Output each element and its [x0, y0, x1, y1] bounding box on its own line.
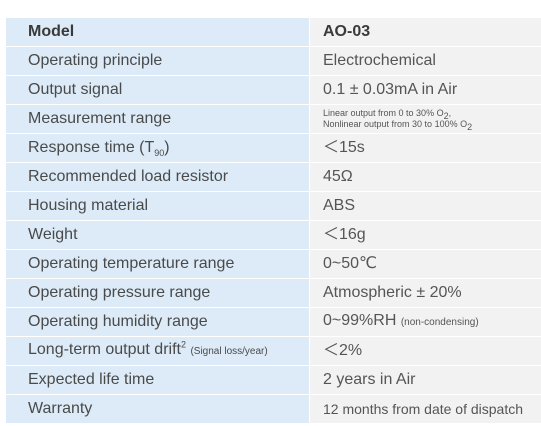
row-value: 12 months from date of dispatch — [309, 394, 541, 424]
row-value: ＜15s — [309, 133, 541, 163]
row-label: Recommended load resistor — [6, 162, 310, 192]
row-label: Operating humidity range — [6, 307, 310, 337]
output-drift-note: (Signal loss/year) — [190, 346, 268, 357]
table-header-row: Model AO-03 — [6, 18, 541, 47]
table-row: Measurement range Linear output from 0 t… — [6, 104, 541, 134]
row-label: Warranty — [6, 394, 310, 424]
row-value: 45Ω — [309, 162, 541, 192]
row-label: Weight — [6, 220, 310, 250]
row-value: 2 years in Air — [309, 365, 541, 395]
measurement-range-line-2: Nonlinear output from 30 to 100% O2 — [323, 119, 473, 132]
humidity-note: (non-condensing) — [400, 317, 479, 328]
response-time-label: Response time (T90) — [6, 133, 310, 163]
humidity-value: 0~99%RH (non-condensing) — [309, 307, 541, 337]
measurement-range-value: Linear output from 0 to 30% O2, Nonlinea… — [309, 104, 541, 134]
table-row: Long-term output drift2 (Signal loss/yea… — [6, 336, 541, 366]
row-label: Measurement range — [6, 104, 310, 134]
row-label: Expected life time — [6, 365, 310, 395]
table-row: Warranty 12 months from date of dispatch — [6, 394, 541, 424]
table-row: Output signal 0.1 ± 0.03mA in Air — [6, 75, 541, 105]
table-row: Operating humidity range 0~99%RH (non-co… — [6, 307, 541, 337]
measurement-range-line-1: Linear output from 0 to 30% O2, — [323, 108, 452, 121]
row-value: Atmospheric ± 20% — [309, 278, 541, 308]
row-value: ABS — [309, 191, 541, 221]
model-label: Model — [6, 18, 310, 47]
output-drift-label: Long-term output drift2 (Signal loss/yea… — [6, 336, 310, 366]
table-row: Housing material ABS — [6, 191, 541, 221]
table-row: Recommended load resistor 45Ω — [6, 162, 541, 192]
row-value: 0~50℃ — [309, 249, 541, 279]
table-row: Operating principle Electrochemical — [6, 46, 541, 76]
row-value: 0.1 ± 0.03mA in Air — [309, 75, 541, 105]
row-label: Operating principle — [6, 46, 310, 76]
row-label: Housing material — [6, 191, 310, 221]
row-label: Operating temperature range — [6, 249, 310, 279]
row-label: Output signal — [6, 75, 310, 105]
specification-table: Model AO-03 Operating principle Electroc… — [6, 18, 541, 424]
model-value: AO-03 — [309, 18, 541, 47]
row-label: Operating pressure range — [6, 278, 310, 308]
row-value: ＜2% — [309, 336, 541, 366]
table-row: Operating temperature range 0~50℃ — [6, 249, 541, 279]
table-row: Response time (T90) ＜15s — [6, 133, 541, 163]
table-row: Weight ＜16g — [6, 220, 541, 250]
row-value: Electrochemical — [309, 46, 541, 76]
table-row: Expected life time 2 years in Air — [6, 365, 541, 395]
table-row: Operating pressure range Atmospheric ± 2… — [6, 278, 541, 308]
row-value: ＜16g — [309, 220, 541, 250]
